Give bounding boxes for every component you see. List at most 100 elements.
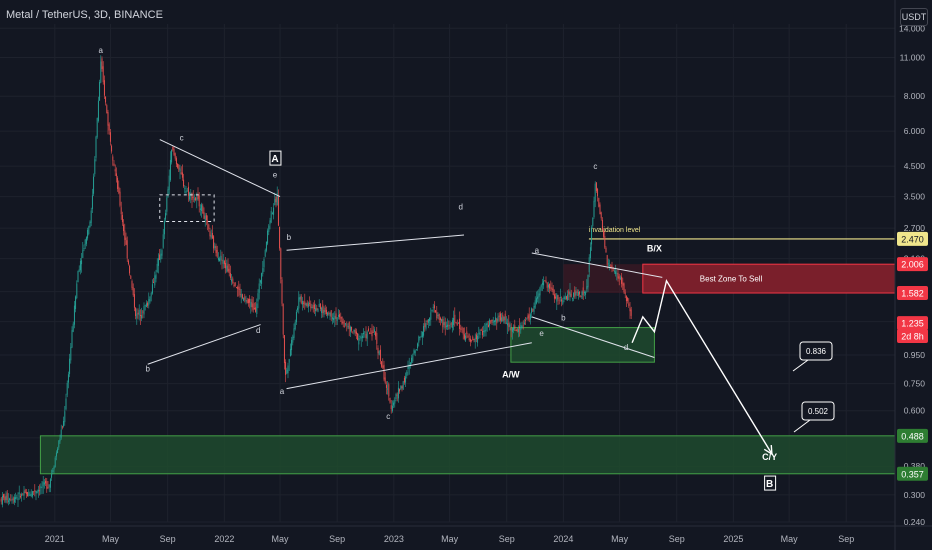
candle-body	[628, 303, 630, 306]
candle-body	[65, 398, 67, 410]
candle-body	[72, 323, 74, 332]
candle-body	[101, 58, 103, 69]
candle-body	[87, 229, 89, 239]
price-axis-tick: 8.000	[904, 91, 926, 101]
price-tag-box	[897, 286, 928, 301]
candle-body	[621, 276, 623, 284]
candle-body	[403, 377, 405, 383]
candle-body	[7, 500, 9, 502]
candle-body	[551, 287, 553, 291]
candle-body	[412, 355, 414, 362]
candle-body	[121, 214, 123, 223]
candle-body	[45, 480, 47, 484]
candle-body	[148, 299, 150, 306]
candle-body	[330, 310, 332, 317]
candle-body	[547, 284, 549, 288]
wave-label: d	[624, 343, 628, 352]
candle-body	[581, 291, 583, 299]
candle-body	[274, 198, 276, 206]
candle-body	[612, 269, 614, 271]
candle-body	[424, 323, 426, 328]
candle-body	[52, 470, 54, 473]
candle-body	[462, 327, 464, 335]
candle-body	[511, 327, 513, 332]
candle-body	[214, 245, 216, 249]
time-axis-tick: Sep	[499, 534, 515, 544]
candle-body	[103, 80, 105, 96]
candle-body	[345, 323, 347, 325]
candle-body	[333, 317, 335, 321]
candle-body	[3, 494, 5, 498]
candle-body	[1, 495, 3, 505]
candle-body	[216, 250, 218, 257]
candle-body	[313, 304, 315, 310]
candle-body	[401, 386, 403, 389]
price-tag-box	[897, 316, 928, 331]
price-tag-text: 2.006	[901, 260, 924, 270]
candle-body	[419, 336, 421, 339]
candle-body	[454, 314, 456, 323]
candle-body	[245, 300, 247, 302]
candle-body	[622, 282, 624, 286]
candle-body	[241, 294, 243, 299]
candle-body	[90, 210, 92, 223]
currency-unit-label[interactable]: USDT	[900, 8, 928, 26]
candle-body	[149, 296, 151, 302]
candle-body	[325, 309, 327, 315]
candle-body	[219, 258, 221, 262]
candle-body	[597, 188, 599, 197]
candle-body	[541, 282, 543, 285]
trendline	[286, 342, 532, 390]
candle-body	[238, 286, 240, 290]
candle-body	[395, 394, 397, 400]
candle-body	[360, 336, 362, 339]
candle-body	[405, 376, 407, 383]
candle-body	[409, 362, 411, 365]
price-tag-box	[897, 231, 928, 246]
candle-body	[514, 325, 516, 329]
candle-body	[180, 172, 182, 175]
candle-body	[70, 346, 72, 361]
candle-body	[93, 176, 95, 194]
candle-body	[84, 239, 86, 246]
candle-body	[328, 312, 330, 314]
time-axis-tick: 2021	[45, 534, 65, 544]
candle-body	[495, 317, 497, 322]
candle-body	[549, 283, 551, 289]
candle-body	[393, 402, 395, 406]
wave-label: c	[386, 412, 390, 421]
candle-body	[354, 329, 356, 334]
time-axis-tick: Sep	[669, 534, 685, 544]
candle-body	[201, 204, 203, 212]
invalidation-label: invalidation level	[589, 227, 641, 234]
candle-body	[565, 296, 567, 299]
candle-body	[142, 311, 144, 313]
candle-body	[233, 285, 235, 287]
candle-body	[277, 195, 279, 226]
candle-body	[382, 365, 384, 368]
candle-body	[12, 498, 14, 501]
candle-body	[4, 496, 6, 501]
candle-body	[437, 315, 439, 316]
wave-label: e	[273, 170, 278, 179]
time-axis-tick: May	[781, 534, 799, 544]
candle-body	[287, 365, 289, 374]
candle-body	[298, 297, 300, 309]
candle-body	[69, 358, 71, 375]
candle-body	[415, 349, 417, 351]
chart-title: Metal / TetherUS, 3D, BINANCE	[6, 9, 163, 21]
candle-body	[587, 274, 589, 288]
wave-label-major: C/Y	[762, 452, 777, 462]
candle-body	[366, 331, 368, 339]
candle-body	[89, 221, 91, 228]
candle-body	[268, 225, 270, 232]
candle-body	[247, 299, 249, 304]
candle-body	[292, 336, 294, 343]
candle-body	[593, 200, 595, 218]
candle-body	[324, 307, 326, 313]
candle-body	[521, 325, 523, 329]
candle-body	[436, 311, 438, 319]
candle-body	[71, 330, 73, 348]
candle-body	[203, 212, 205, 219]
